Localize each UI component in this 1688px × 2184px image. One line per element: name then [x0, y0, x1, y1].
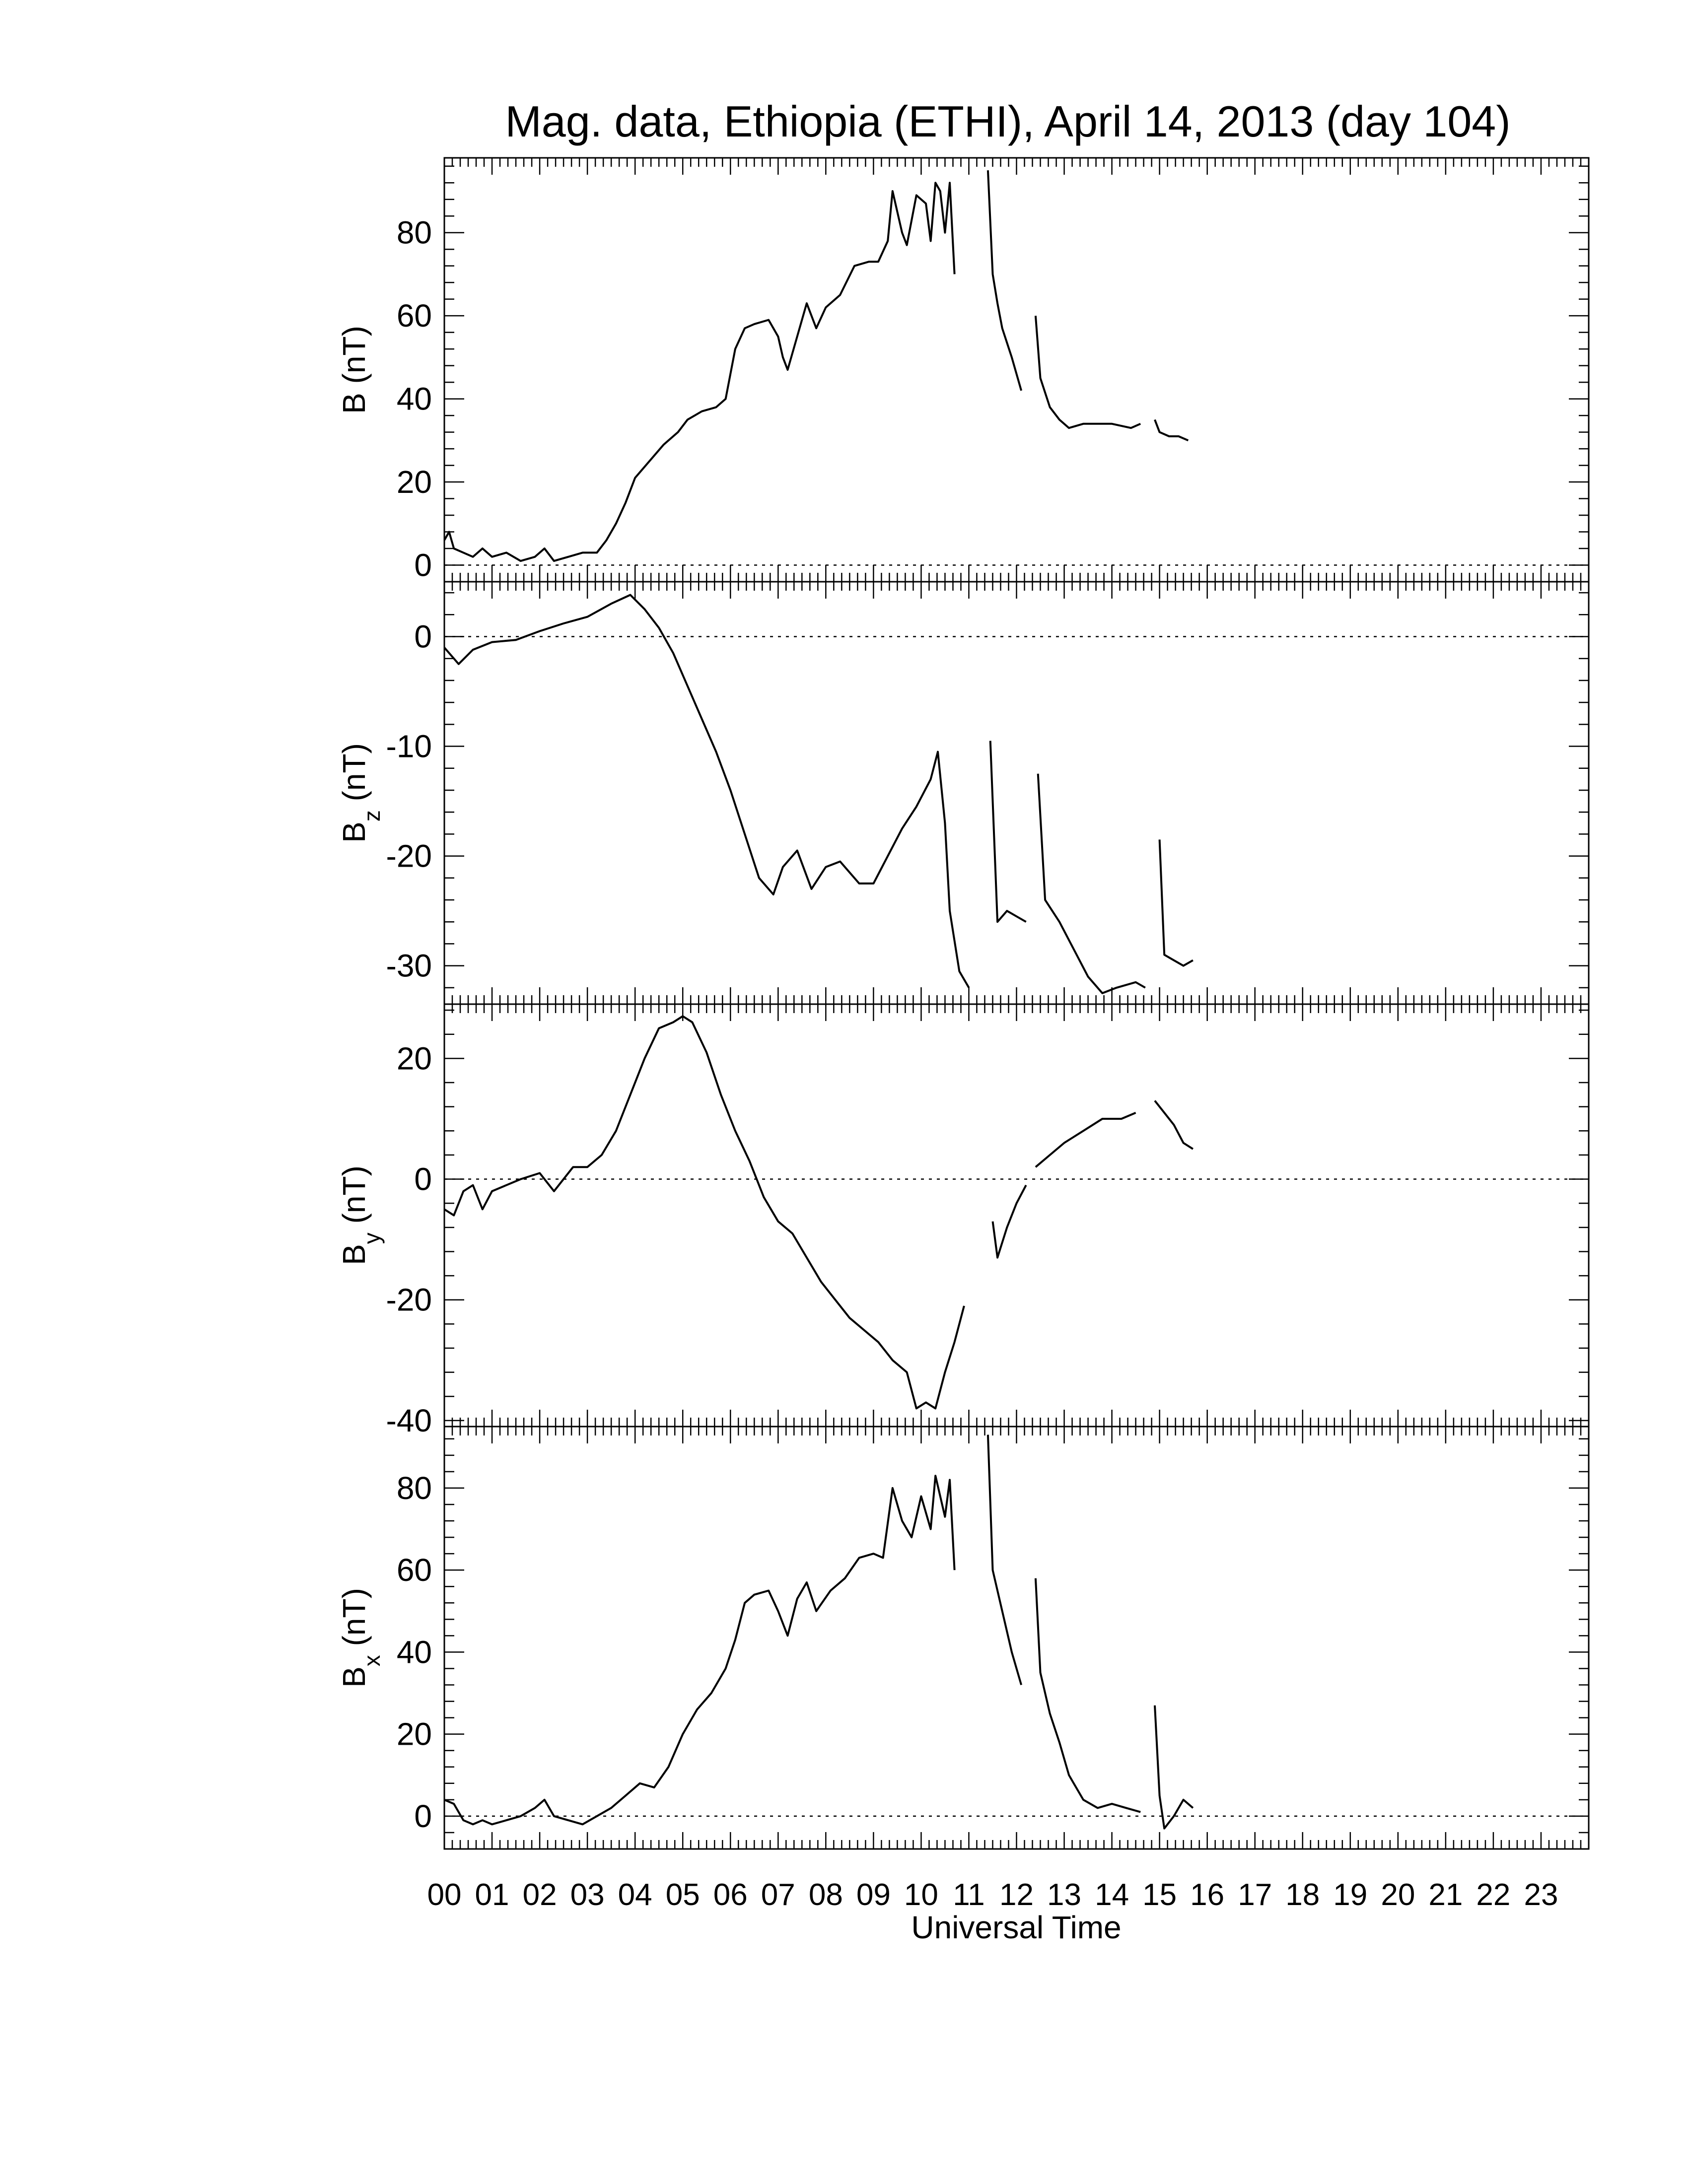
x-tick-label: 04 [618, 1878, 652, 1912]
series-line-B-0 [443, 182, 956, 562]
x-tick-label: 14 [1095, 1878, 1129, 1912]
series-line-Bz-0 [443, 594, 970, 988]
y-tick-label: 0 [414, 619, 432, 655]
y-axis-label: Bx (nT) [336, 1588, 385, 1688]
x-tick-label: 02 [523, 1878, 557, 1912]
series-line-By-0 [443, 1015, 965, 1410]
y-tick-label: -10 [386, 729, 432, 764]
y-axis-label: Bz (nT) [336, 743, 385, 843]
y-tick-label: -40 [386, 1403, 432, 1438]
y-tick-label: -20 [386, 1282, 432, 1318]
panel-B: 0 20 40 60 80 B (nT) [336, 157, 1590, 583]
series-line-Bz-1 [989, 741, 1027, 923]
y-label-unit: (nT) [336, 1588, 372, 1655]
panel-frame [443, 581, 1590, 1005]
x-tick-label: 06 [713, 1878, 748, 1912]
x-tick-label: 13 [1047, 1878, 1081, 1912]
panel-frame [443, 1426, 1590, 1850]
y-tick-label: 20 [397, 464, 432, 500]
series-line-Bx-3 [1154, 1705, 1194, 1830]
panel-frame [443, 1003, 1590, 1428]
y-tick-label: 60 [397, 1552, 432, 1588]
series-line-By-3 [1154, 1100, 1194, 1150]
y-tick-label: 40 [397, 1634, 432, 1670]
y-tick-label: 0 [414, 547, 432, 583]
y-label-main: B [336, 1244, 372, 1265]
panel-By: 20 0 -20 -40 By (nT) [336, 1003, 1590, 1438]
panels: 0 20 40 60 80 B (nT) 0 -10 -20 -30 Bz (nT) 20 0 -20 -4… [336, 157, 1590, 1850]
y-tick-label: 40 [397, 381, 432, 417]
series-line-B-1 [986, 170, 1023, 391]
series-line-Bz-3 [1158, 839, 1194, 967]
y-tick-label: 60 [397, 298, 432, 334]
series-line-Bx-2 [1034, 1578, 1141, 1813]
x-tick-label: 08 [809, 1878, 843, 1912]
series-line-Bx-1 [986, 1434, 1023, 1686]
x-tick-label: 12 [999, 1878, 1034, 1912]
y-axis-label: By (nT) [336, 1165, 385, 1265]
x-tick-label: 23 [1524, 1878, 1558, 1912]
y-tick-label: 20 [397, 1716, 432, 1752]
y-label-main: B [336, 1666, 372, 1688]
series-line-B-2 [1034, 316, 1141, 429]
y-tick-label: 20 [397, 1040, 432, 1076]
y-label-subscript: x [359, 1655, 385, 1666]
panel-Bz: 0 -10 -20 -30 Bz (nT) [336, 581, 1590, 1005]
x-tick-label: 17 [1238, 1878, 1272, 1912]
x-tick-label: 05 [666, 1878, 700, 1912]
x-tick-label: 22 [1476, 1878, 1510, 1912]
x-tick-label: 07 [761, 1878, 795, 1912]
x-tick-label: 16 [1190, 1878, 1224, 1912]
y-label-unit: (nT) [336, 1165, 372, 1232]
y-tick-label: 0 [414, 1161, 432, 1197]
y-tick-label: -20 [386, 838, 432, 874]
series-line-Bz-2 [1037, 773, 1146, 994]
y-label-main: B [336, 821, 372, 843]
x-axis: 00 01 02 03 04 05 06 07 08 09 10 11 12 13 14 15 16 17 18 19… [427, 1878, 1558, 1912]
x-tick-label: 21 [1428, 1878, 1463, 1912]
panel-Bx: 0 20 40 60 80 Bx (nT) [336, 1426, 1590, 1850]
figure-title: Mag. data, Ethiopia (ETHI), April 14, 20… [505, 97, 1510, 146]
x-tick-label: 11 [953, 1878, 985, 1912]
series-line-By-1 [991, 1184, 1027, 1259]
x-tick-label: 03 [570, 1878, 605, 1912]
x-tick-label: 18 [1285, 1878, 1320, 1912]
series-line-By-2 [1035, 1111, 1136, 1168]
x-tick-label: 01 [475, 1878, 509, 1912]
y-tick-label: 80 [397, 1470, 432, 1506]
x-tick-label: 15 [1142, 1878, 1177, 1912]
y-axis-label: B (nT) [336, 326, 372, 414]
x-tick-label: 19 [1333, 1878, 1367, 1912]
series-line-Bx-0 [444, 1475, 956, 1826]
x-tick-label: 09 [856, 1878, 891, 1912]
y-tick-label: 0 [414, 1798, 432, 1834]
y-tick-label: 80 [397, 215, 432, 251]
x-axis-label: Universal Time [911, 1910, 1121, 1945]
panel-frame [443, 157, 1590, 583]
x-tick-label: 20 [1381, 1878, 1415, 1912]
y-label-subscript: z [359, 810, 385, 821]
y-label-main: B [336, 393, 372, 414]
series-line-B-3 [1154, 419, 1189, 442]
y-tick-label: -30 [386, 948, 432, 984]
x-tick-label: 00 [427, 1878, 462, 1912]
y-label-unit: (nT) [336, 743, 372, 810]
x-tick-label: 10 [904, 1878, 938, 1912]
y-label-subscript: y [359, 1232, 385, 1244]
y-label-unit: (nT) [336, 326, 372, 393]
